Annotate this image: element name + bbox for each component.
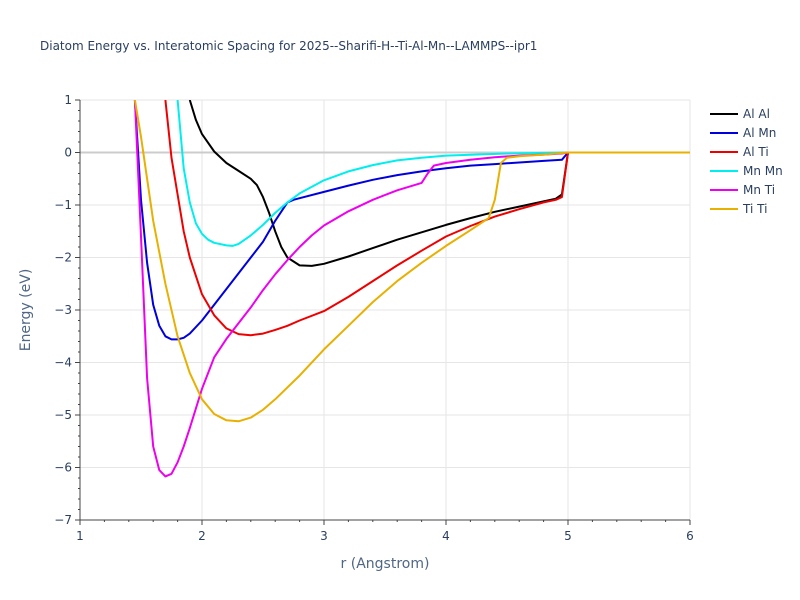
legend[interactable]: Al Al Al Mn Al Ti Mn Mn Mn Ti Ti Ti xyxy=(710,107,783,216)
x-tick-label: 1 xyxy=(76,529,84,543)
series-line-al-al xyxy=(188,100,690,267)
legend-item-mn-mn[interactable]: Mn Mn xyxy=(710,164,783,178)
x-tick-label: 2 xyxy=(198,529,206,543)
legend-item-al-al[interactable]: Al Al xyxy=(710,107,770,121)
legend-item-al-ti[interactable]: Al Ti xyxy=(710,145,769,159)
chart-title: Diatom Energy vs. Interatomic Spacing fo… xyxy=(40,39,537,53)
series-lines xyxy=(133,100,690,478)
y-tick-label: −7 xyxy=(54,513,72,527)
legend-label: Al Al xyxy=(743,107,770,121)
y-tick-label: 0 xyxy=(64,146,72,160)
legend-label: Mn Ti xyxy=(743,183,775,197)
legend-item-al-mn[interactable]: Al Mn xyxy=(710,126,776,140)
legend-item-mn-ti[interactable]: Mn Ti xyxy=(710,183,775,197)
x-tick-label: 5 xyxy=(564,529,572,543)
y-tick-label: −3 xyxy=(54,303,72,317)
x-tick-label: 3 xyxy=(320,529,328,543)
legend-item-ti-ti[interactable]: Ti Ti xyxy=(710,202,767,216)
y-tick-label: −6 xyxy=(54,461,72,475)
x-tick-label: 4 xyxy=(442,529,450,543)
y-tick-label: −4 xyxy=(54,356,72,370)
legend-label: Al Ti xyxy=(743,145,769,159)
y-axis-label: Energy (eV) xyxy=(18,269,34,352)
legend-label: Al Mn xyxy=(743,126,776,140)
series-line-mn-mn xyxy=(176,100,690,247)
series-line-al-mn xyxy=(133,100,690,341)
y-tick-label: −1 xyxy=(54,198,72,212)
plot-area xyxy=(133,100,690,478)
series-line-ti-ti xyxy=(133,100,690,423)
series-line-mn-ti xyxy=(133,100,690,478)
y-tick-label: −5 xyxy=(54,408,72,422)
axes: 1 2 3 4 5 6 1 0 −1 −2 −3 −4 −5 −6 −7 xyxy=(54,93,694,543)
legend-label: Ti Ti xyxy=(742,202,767,216)
y-tick-label: 1 xyxy=(64,93,72,107)
legend-label: Mn Mn xyxy=(743,164,783,178)
x-axis-label: r (Angstrom) xyxy=(341,556,430,572)
y-tick-label: −2 xyxy=(54,251,72,265)
series-line-al-ti xyxy=(164,100,690,337)
x-tick-label: 6 xyxy=(686,529,694,543)
